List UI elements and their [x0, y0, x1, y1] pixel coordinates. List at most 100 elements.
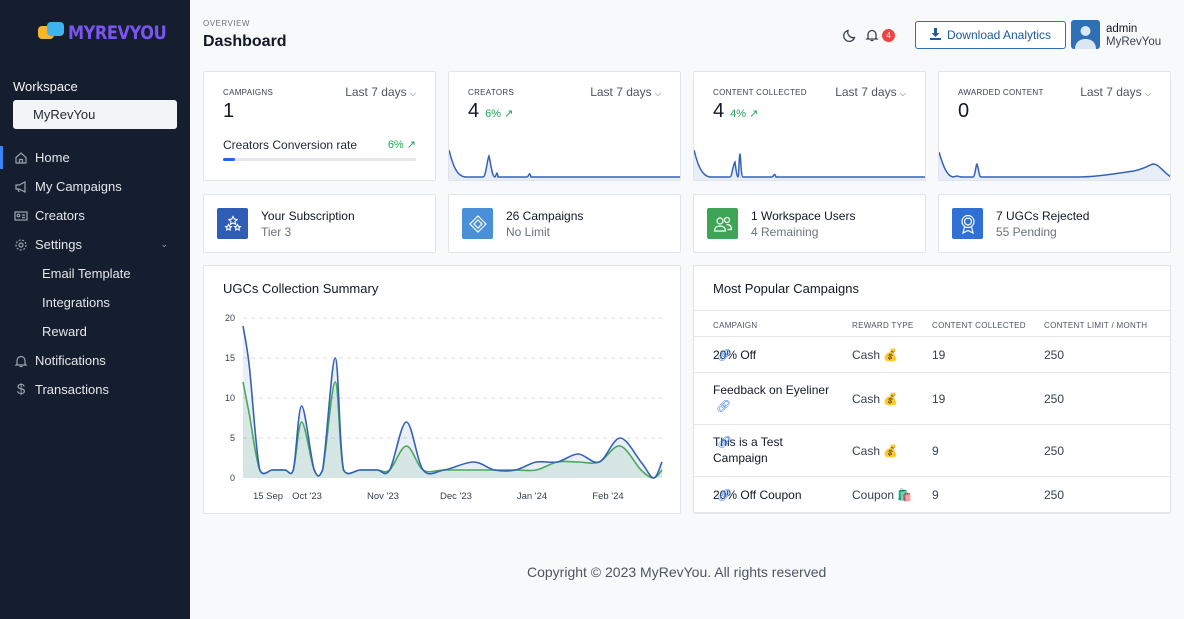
popular-title: Most Popular Campaigns: [713, 281, 859, 296]
sparkline-content-collected: [694, 149, 925, 180]
info-sub: 4 Remaining: [751, 225, 819, 239]
content-limit: 250: [1044, 392, 1065, 406]
download-analytics-button[interactable]: Download Analytics: [915, 21, 1066, 49]
info-sub: Tier 3: [261, 225, 292, 239]
stat-card-content-collected: CONTENT COLLECTED Last 7 days ⌵ 4 4% ↗: [693, 71, 926, 181]
conversion-label: Creators Conversion rate: [223, 138, 358, 152]
x-tick-label: 15 Sep: [253, 491, 283, 502]
reward-type: Cash 💰: [852, 444, 899, 458]
nav-label: Reward: [42, 324, 87, 339]
table-row[interactable]: 20% Off Coupon 🔗︎ Coupon 🛍️ 9 250: [694, 477, 1170, 513]
range-select[interactable]: Last 7 days ⌵: [590, 85, 661, 99]
range-select[interactable]: Last 7 days ⌵: [1080, 85, 1151, 99]
trend-up-icon: ↗: [749, 108, 759, 120]
info-sub: No Limit: [506, 225, 551, 239]
nav-item-home[interactable]: Home: [0, 143, 190, 172]
series-area: [243, 326, 662, 478]
x-tick-label: Oct '23: [292, 491, 322, 502]
megaphone-icon: [14, 180, 28, 194]
campaign-name[interactable]: Feedback on Eyeliner 🔗︎: [713, 383, 830, 413]
sidebar-nav: Home My Campaigns Creators Settings ⌄ Em…: [0, 143, 190, 404]
logo-chat-icon: [38, 22, 64, 44]
nav-item-creators[interactable]: Creators: [0, 201, 190, 230]
nav-item-email-template[interactable]: Email Template: [0, 259, 190, 288]
users-icon: [707, 208, 738, 239]
col-content-collected: CONTENT COLLECTED: [932, 321, 1026, 330]
content-collected: 19: [932, 392, 946, 406]
nav-label: Integrations: [42, 295, 110, 310]
id-card-icon: [14, 209, 28, 223]
y-tick-label: 20: [225, 313, 235, 323]
info-card-workspace-users: 1 Workspace Users 4 Remaining: [693, 194, 926, 253]
content-limit: 250: [1044, 444, 1065, 458]
content-limit: 250: [1044, 348, 1065, 362]
info-card-subscription: Your Subscription Tier 3: [203, 194, 436, 253]
reward-type: Cash 💰: [852, 392, 899, 406]
conversion-value: 6% ↗: [387, 139, 416, 151]
download-icon: [929, 27, 941, 43]
popular-table: CAMPAIGN REWARD TYPE CONTENT COLLECTED C…: [694, 310, 1170, 513]
col-campaign: CAMPAIGN: [713, 321, 758, 330]
moon-icon[interactable]: [842, 27, 858, 43]
link-icon: 🔗︎: [717, 488, 733, 502]
nav-label: Email Template: [42, 266, 131, 281]
logo[interactable]: MYREVYOU: [38, 22, 184, 44]
reward-type: Cash 💰: [852, 348, 899, 362]
stat-value: 1: [223, 100, 235, 122]
stat-card-awarded-content: AWARDED CONTENT Last 7 days ⌵ 0: [938, 71, 1171, 181]
table-header: CAMPAIGN REWARD TYPE CONTENT COLLECTED C…: [694, 310, 1170, 337]
user-workspace: MyRevYou: [1106, 36, 1162, 48]
col-reward-type: REWARD TYPE: [852, 321, 914, 330]
notification-bell-icon[interactable]: [864, 27, 880, 43]
reward-type: Coupon 🛍️: [852, 488, 913, 502]
chevron-down-icon: ⌵: [899, 89, 906, 98]
nav-item-integrations[interactable]: Integrations: [0, 288, 190, 317]
page-title: Dashboard: [203, 33, 287, 50]
nav-item-reward[interactable]: Reward: [0, 317, 190, 346]
avatar[interactable]: [1071, 20, 1100, 49]
sparkline-creators: [449, 149, 680, 180]
table-row[interactable]: Feedback on Eyeliner 🔗︎ Cash 💰 19 250: [694, 373, 1170, 425]
bell-icon: [14, 354, 28, 368]
conversion-progress-bar: [223, 158, 416, 161]
col-content-limit: CONTENT LIMIT / MONTH: [1044, 321, 1148, 330]
stat-label: AWARDED CONTENT: [958, 88, 1044, 97]
sparkline-awarded-content: [939, 151, 1170, 180]
nav-label: My Campaigns: [35, 179, 122, 194]
x-tick-label: Jan '24: [517, 491, 547, 502]
nav-item-my-campaigns[interactable]: My Campaigns: [0, 172, 190, 201]
range-select[interactable]: Last 7 days ⌵: [345, 85, 416, 99]
series-area: [243, 382, 662, 478]
stat-card-creators: CREATORS Last 7 days ⌵ 4 6% ↗: [448, 71, 681, 181]
dollar-icon: $: [16, 380, 26, 398]
workspace-select[interactable]: MyRevYou: [13, 100, 177, 129]
range-select[interactable]: Last 7 days ⌵: [835, 85, 906, 99]
table-row[interactable]: 20% Off 🔗︎ Cash 💰 19 250: [694, 337, 1170, 373]
popular-campaigns-card: Most Popular Campaigns CAMPAIGN REWARD T…: [693, 265, 1171, 514]
stat-card-campaigns: CAMPAIGNS Last 7 days ⌵ 1 Creators Conve…: [203, 71, 436, 181]
stat-label: CREATORS: [468, 88, 515, 97]
ugc-chart: 0 5 10 15 20 15 Sep Oct '23 Nov '23 Dec '23 Jan '…: [225, 313, 663, 502]
x-tick-label: Feb '24: [592, 491, 623, 502]
nav-item-notifications[interactable]: Notifications: [0, 346, 190, 375]
nav-item-transactions[interactable]: $ Transactions: [0, 375, 190, 404]
stat-label: CONTENT COLLECTED: [713, 88, 807, 97]
content-collected: 19: [932, 348, 946, 362]
trend-up-icon: ↗: [504, 108, 514, 120]
table-row[interactable]: This is a Test Campaign 🔗︎ Cash 💰 9 250: [694, 425, 1170, 477]
info-sub: 55 Pending: [996, 225, 1057, 239]
info-title: Your Subscription: [261, 209, 355, 223]
y-tick-label: 15: [225, 353, 235, 363]
trend-up-icon: ↗: [406, 139, 416, 151]
link-icon: 🔗︎: [716, 399, 732, 413]
nav-item-settings[interactable]: Settings ⌄: [0, 230, 190, 259]
x-tick-label: Dec '23: [440, 491, 472, 502]
link-icon: 🔗︎: [717, 435, 733, 449]
nav-label: Notifications: [35, 353, 106, 368]
link-icon: 🔗︎: [717, 348, 733, 362]
content-limit: 250: [1044, 488, 1065, 502]
content-collected: 9: [932, 444, 939, 458]
info-card-ugcs-rejected: 7 UGCs Rejected 55 Pending: [938, 194, 1171, 253]
chevron-down-icon[interactable]: ⌄: [160, 239, 168, 249]
workspace-label: Workspace: [13, 79, 78, 94]
